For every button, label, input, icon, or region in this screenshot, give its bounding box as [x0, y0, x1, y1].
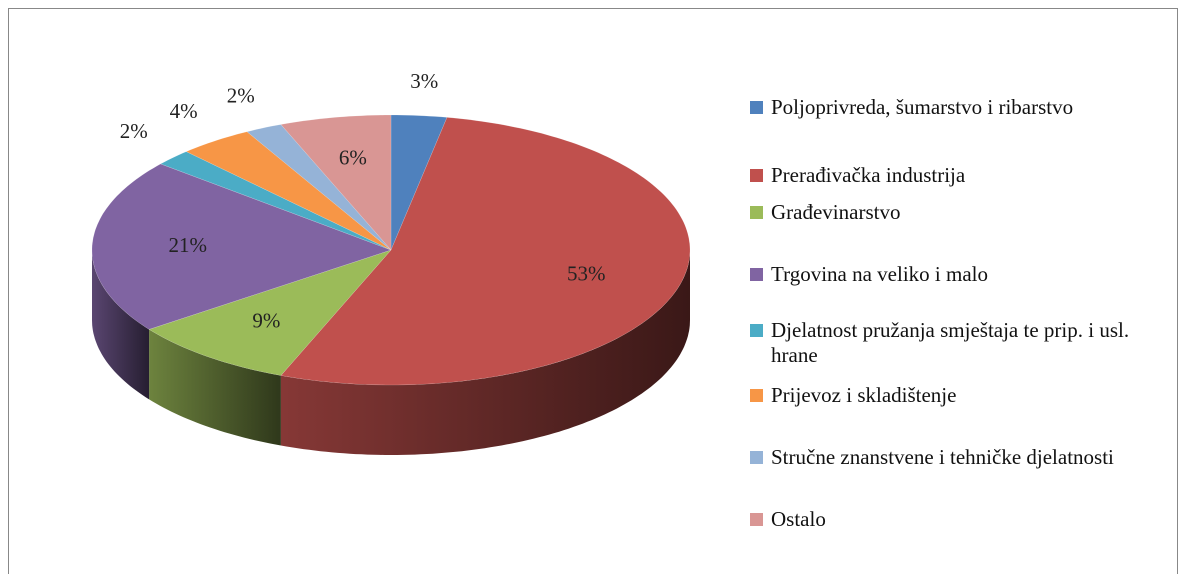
data-label: 53%: [567, 261, 606, 285]
legend-label: Prijevoz i skladištenje: [771, 383, 957, 407]
data-label: 3%: [410, 69, 438, 93]
legend-item: Građevinarstvo: [750, 200, 1140, 225]
slice: [246, 124, 392, 251]
legend-item: Prijevoz i skladištenje: [750, 383, 1140, 408]
legend-label: Trgovina na veliko i malo: [771, 262, 988, 286]
legend-swatch: [750, 101, 763, 114]
legend-swatch: [750, 324, 763, 337]
legend-label: Poljoprivreda, šumarstvo i ribarstvo: [771, 95, 1074, 119]
legend-item: Djelatnost pružanja smještaja te prip. i…: [750, 318, 1140, 368]
legend-item: Stručne znanstvene i tehničke djelatnost…: [750, 445, 1140, 470]
legend-item: Trgovina na veliko i malo: [750, 262, 1140, 287]
data-label: 4%: [170, 99, 198, 123]
legend-label: Prerađivačka industrija: [771, 163, 966, 187]
legend-swatch: [750, 513, 763, 526]
legend-label: Stručne znanstvene i tehničke djelatnost…: [771, 445, 1114, 469]
legend-swatch: [750, 389, 763, 402]
data-label: 6%: [339, 146, 367, 170]
slice-side: [280, 250, 690, 455]
slice: [159, 151, 392, 251]
data-label: 2%: [120, 119, 148, 143]
legend-item: Poljoprivreda, šumarstvo i ribarstvo: [750, 95, 1140, 120]
slice: [185, 131, 392, 251]
data-label: 2%: [227, 84, 255, 108]
legend-label: Djelatnost pružanja smještaja te prip. i…: [771, 318, 1130, 367]
chart-frame: [8, 8, 1178, 574]
slice-side: [149, 329, 281, 446]
legend-item: Prerađivačka industrija: [750, 163, 1140, 188]
legend-label: Građevinarstvo: [771, 200, 901, 224]
legend-swatch: [750, 206, 763, 219]
data-label: 9%: [252, 308, 280, 332]
legend-swatch: [750, 451, 763, 464]
slice-side: [92, 250, 150, 400]
slice: [280, 117, 691, 386]
slice: [280, 114, 392, 251]
slice: [390, 114, 448, 251]
legend-swatch: [750, 268, 763, 281]
slice: [148, 249, 392, 376]
data-label: 21%: [169, 233, 208, 257]
legend-label: Ostalo: [771, 507, 826, 531]
legend-item: Ostalo: [750, 507, 1140, 532]
legend-swatch: [750, 169, 763, 182]
slice: [91, 163, 392, 330]
